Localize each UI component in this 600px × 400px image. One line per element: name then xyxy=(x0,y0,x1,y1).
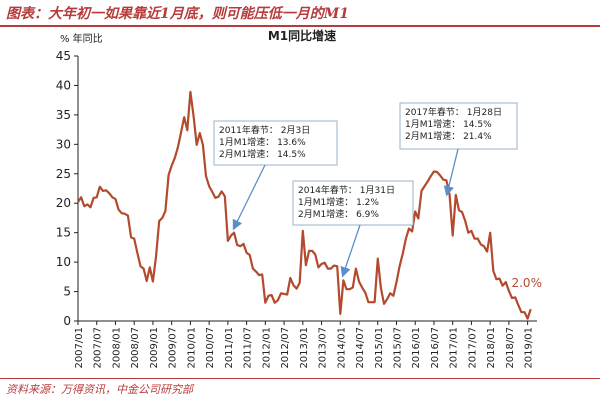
annotation-box xyxy=(399,102,518,150)
end-value-label: 2.0% xyxy=(511,276,542,290)
x-tick-label: 2017/01 xyxy=(449,327,460,369)
chart-header: 图表：大年初一如果靠近1月底，则可能压低一月的M1 xyxy=(0,0,600,24)
annotation-line: 1月M1增速： 14.5% xyxy=(405,118,492,130)
annotation-box xyxy=(213,120,338,166)
x-tick-label: 2009/01 xyxy=(149,327,160,369)
x-tick-label: 2017/07 xyxy=(467,327,478,369)
x-tick-label: 2014/07 xyxy=(355,327,366,369)
x-tick-label: 2015/07 xyxy=(392,327,403,369)
annotation-box xyxy=(292,180,414,226)
y-tick-label: 30 xyxy=(56,137,71,151)
series-line-m1 xyxy=(77,90,532,320)
annotation-line: 1月M1增速： 13.6% xyxy=(219,136,306,148)
y-tick-label: 10 xyxy=(56,255,71,269)
annotation-line: 2月M1增速： 6.9% xyxy=(298,208,379,220)
annotation-line: 2月M1增速： 21.4% xyxy=(405,130,492,142)
source-note: 资料来源：万得资讯，中金公司研究部 xyxy=(6,383,193,396)
m1-line-chart: M1同比增速 % 年同比 0 5 10 15 20 25 30 35 40 45 2007/01 2007… xyxy=(56,28,542,369)
x-tick-label: 2010/07 xyxy=(205,327,216,369)
x-tick-label: 2016/01 xyxy=(411,327,422,369)
y-tick-label: 25 xyxy=(56,167,71,181)
annotation-arrow xyxy=(232,164,266,231)
footer-divider xyxy=(0,378,600,379)
y-tick-label: 35 xyxy=(56,108,71,122)
y-tick-label: 0 xyxy=(63,314,71,328)
annotation-line: 2月M1增速： 14.5% xyxy=(219,148,306,160)
annotation-arrow xyxy=(340,224,361,278)
x-tick-label: 2018/01 xyxy=(486,327,497,369)
annotation-line: 2011年春节： 2月3日 xyxy=(219,124,310,136)
y-tick-label: 20 xyxy=(56,196,71,210)
x-tick-label: 2008/07 xyxy=(130,327,141,369)
x-tick-label: 2013/07 xyxy=(318,327,329,369)
annotation-arrow xyxy=(443,148,459,197)
x-tick-label: 2015/01 xyxy=(374,327,385,369)
x-tick-label: 2018/07 xyxy=(505,327,516,369)
chart-title: M1同比增速 xyxy=(268,28,336,43)
x-tick-label: 2007/01 xyxy=(74,327,85,369)
annotation-line: 2017年春节： 1月28日 xyxy=(405,106,502,118)
y-tick-label: 5 xyxy=(63,285,71,299)
x-tick-label: 2012/07 xyxy=(280,327,291,369)
x-tick-label: 2013/01 xyxy=(299,327,310,369)
chart-caption: 图表：大年初一如果靠近1月底，则可能压低一月的M1 xyxy=(6,6,349,22)
y-tick-label: 40 xyxy=(56,78,71,92)
x-tick-label: 2019/01 xyxy=(524,327,535,369)
x-tick-label: 2011/07 xyxy=(243,327,254,369)
x-tick-label: 2012/01 xyxy=(261,327,272,369)
x-tick-label: 2007/07 xyxy=(93,327,104,369)
x-tick-label: 2014/01 xyxy=(336,327,347,369)
x-tick-label: 2009/07 xyxy=(168,327,179,369)
y-axis-label: % 年同比 xyxy=(60,32,103,45)
annotation-line: 1月M1增速： 1.2% xyxy=(298,196,379,208)
y-tick-label: 15 xyxy=(56,226,71,240)
y-tick-label: 45 xyxy=(56,49,71,63)
x-tick-label: 2008/01 xyxy=(111,327,122,369)
annotation-line: 2014年春节： 1月31日 xyxy=(298,184,395,196)
x-tick-label: 2011/01 xyxy=(224,327,235,369)
x-tick-label: 2010/01 xyxy=(186,327,197,369)
header-divider xyxy=(0,25,600,27)
x-tick-label: 2016/07 xyxy=(430,327,441,369)
